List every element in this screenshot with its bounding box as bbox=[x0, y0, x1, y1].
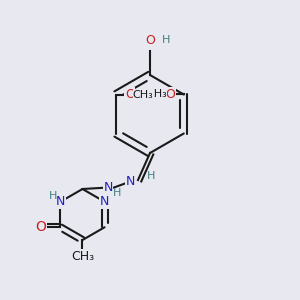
Text: H: H bbox=[49, 191, 57, 201]
Text: CH₃: CH₃ bbox=[133, 89, 154, 100]
Text: N: N bbox=[56, 195, 65, 208]
Text: CH₃: CH₃ bbox=[146, 89, 167, 100]
Text: N: N bbox=[100, 195, 109, 208]
Text: O: O bbox=[35, 220, 46, 234]
Text: H: H bbox=[113, 188, 121, 199]
Text: H: H bbox=[147, 171, 156, 182]
Text: N: N bbox=[126, 175, 135, 188]
Text: O: O bbox=[165, 88, 175, 101]
Text: O: O bbox=[145, 34, 155, 47]
Text: N: N bbox=[103, 181, 113, 194]
Text: CH₃: CH₃ bbox=[71, 250, 94, 263]
Text: O: O bbox=[152, 88, 162, 101]
Text: H: H bbox=[161, 35, 170, 45]
Text: O: O bbox=[125, 88, 135, 101]
Text: CH: CH bbox=[132, 90, 148, 100]
